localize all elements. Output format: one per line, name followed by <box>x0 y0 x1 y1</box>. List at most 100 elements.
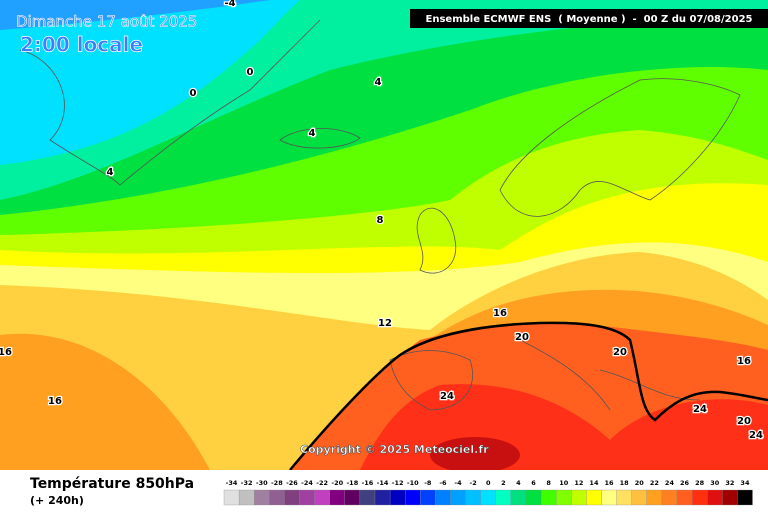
contour-label: -4 <box>224 0 235 9</box>
legend-tick: -20 <box>331 479 343 487</box>
legend-tick: -32 <box>241 479 253 487</box>
legend-tick: 28 <box>695 479 705 487</box>
contour-label: 24 <box>440 391 454 402</box>
legend-swatch <box>254 489 270 506</box>
contour-label: 16 <box>493 308 507 319</box>
legend-tick: 12 <box>574 479 583 487</box>
legend-swatch <box>722 489 738 506</box>
legend-swatch <box>465 489 481 506</box>
legend-tick: -8 <box>424 479 432 487</box>
legend-tick: -28 <box>271 479 283 487</box>
legend-swatch <box>269 489 285 506</box>
contour-label: 4 <box>107 167 114 178</box>
legend-swatch <box>420 489 436 506</box>
footer-title: Température 850hPa <box>30 476 194 492</box>
legend-tick: 4 <box>516 479 521 487</box>
legend-swatch <box>359 489 376 506</box>
legend-swatch <box>299 489 315 506</box>
legend-swatch <box>586 489 602 506</box>
legend-tick: 6 <box>531 479 536 487</box>
map-fill <box>0 0 768 473</box>
legend-swatch <box>510 489 527 506</box>
legend-tick: 20 <box>635 479 645 487</box>
legend-swatch <box>284 489 300 506</box>
contour-label: 24 <box>749 430 763 441</box>
legend-swatch <box>495 489 512 506</box>
legend-tick: -22 <box>316 479 328 487</box>
time: 2:00 locale <box>20 33 143 57</box>
contour-label: 16 <box>48 396 62 407</box>
legend-swatch <box>329 489 345 506</box>
legend: -34 -32 -30 -28 -26 -24 -22 -20 -18 -16 -14 -12 -10-… <box>223 479 753 506</box>
legend-tick: 0 <box>486 479 491 487</box>
legend-tick: -18 <box>346 479 358 487</box>
legend-swatch <box>707 489 723 506</box>
legend-swatch <box>435 489 451 506</box>
legend-swatch <box>676 489 693 506</box>
coastlines <box>19 19 741 411</box>
legend-tick: -34 <box>226 479 238 487</box>
legend-swatch <box>737 489 753 506</box>
legend-swatch <box>691 489 708 506</box>
legend-swatch <box>556 489 572 506</box>
legend-swatch <box>344 489 361 506</box>
legend-swatch <box>450 489 466 506</box>
legend-swatch <box>661 489 678 506</box>
legend-swatch <box>374 489 391 506</box>
legend-tick: 18 <box>620 479 630 487</box>
contour-label: 0 <box>247 67 254 78</box>
legend-swatch <box>525 489 542 506</box>
legend-tick: 8 <box>546 479 551 487</box>
legend-tick: -6 <box>439 479 447 487</box>
legend-tick: 22 <box>650 479 659 487</box>
legend-swatch <box>405 489 421 506</box>
contour-label: 4 <box>375 77 382 88</box>
legend-tick: -24 <box>301 479 313 487</box>
legend-swatch <box>480 489 496 506</box>
legend-tick: 2 <box>501 479 506 487</box>
legend-tick: -14 <box>377 479 389 487</box>
legend-tick: 32 <box>725 479 734 487</box>
contour-label: 20 <box>613 347 627 358</box>
legend-tick: 10 <box>559 479 569 487</box>
legend-tick: -16 <box>362 479 374 487</box>
legend-swatch <box>601 489 617 506</box>
run-info: Ensemble ECMWF ENS ( Moyenne ) - 00 Z du… <box>426 14 753 25</box>
run-box <box>410 9 768 28</box>
legend-swatch <box>616 489 632 506</box>
isotherm-line <box>289 321 768 471</box>
legend-tick: 30 <box>710 479 720 487</box>
contour-label: 20 <box>515 332 529 343</box>
legend-tick: -26 <box>286 479 298 487</box>
legend-tick: 14 <box>589 479 599 487</box>
legend-swatch <box>631 489 647 506</box>
legend-swatch <box>540 489 557 506</box>
legend-tick: -2 <box>470 479 477 487</box>
legend-tick: -4 <box>454 479 462 487</box>
contour-label: 20 <box>737 416 751 427</box>
contour-label: 12 <box>378 318 392 329</box>
footer-lead: (+ 240h) <box>30 494 84 507</box>
legend-swatch <box>389 489 406 506</box>
contour-label: 4 <box>309 128 316 139</box>
legend-tick: 34 <box>740 479 750 487</box>
legend-tick: -12 <box>392 479 404 487</box>
legend-swatch <box>223 489 240 506</box>
date: Dimanche 17 août 2025 <box>16 13 197 31</box>
legend-swatch <box>314 489 330 506</box>
copyright: Copyright © 2025 Meteociel.fr <box>300 443 489 456</box>
contour-label: 16 <box>737 356 751 367</box>
contour-label: 24 <box>693 404 707 415</box>
legend-tick: 16 <box>605 479 615 487</box>
legend-tick: -10 <box>407 479 419 487</box>
contour-label: 8 <box>377 215 384 226</box>
legend-tick: -30 <box>256 479 268 487</box>
legend-swatch <box>571 489 587 506</box>
contour-label: 16 <box>0 347 12 358</box>
contour-labels: -4 0 0 4 4 4 8 12 16 16 16 20 20 16 24 24 20 24 <box>0 0 764 442</box>
legend-swatch <box>646 489 663 506</box>
legend-tick: 26 <box>680 479 690 487</box>
legend-swatch <box>238 489 255 506</box>
contour-label: 0 <box>190 88 197 99</box>
